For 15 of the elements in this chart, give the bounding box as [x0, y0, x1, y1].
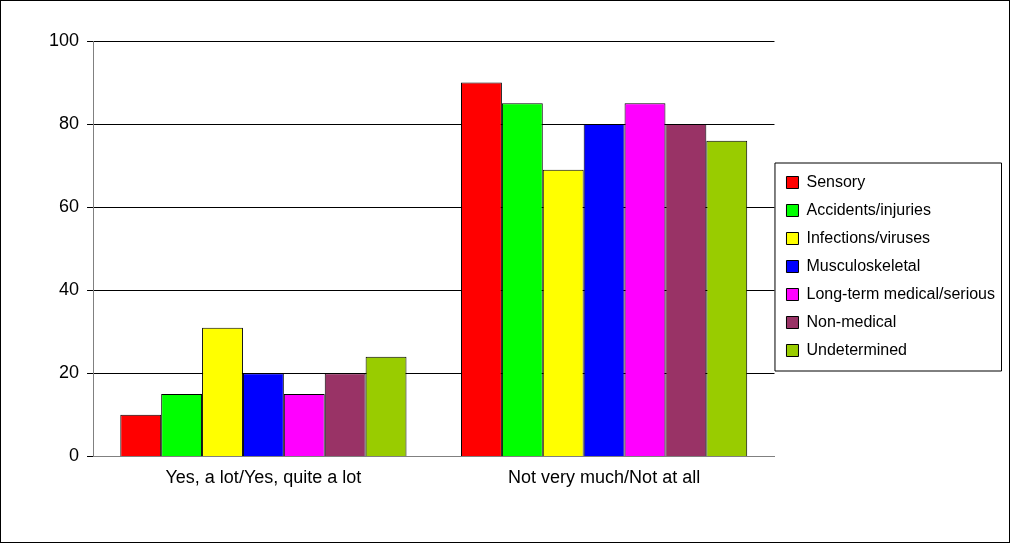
- legend-label: Long-term medical/serious: [806, 284, 996, 302]
- legend-label: Infections/viruses: [806, 228, 931, 246]
- x-tick-label: Not very much/Not at all: [508, 467, 701, 488]
- y-tick-label: 40: [59, 279, 80, 300]
- y-tick-label: 20: [59, 362, 80, 383]
- y-tick-label: 80: [59, 113, 80, 134]
- y-tick-label: 100: [48, 29, 80, 50]
- legend-label: Undetermined: [806, 340, 907, 358]
- legend-label: Non-medical: [806, 312, 897, 330]
- legend-label: Accidents/injuries: [806, 200, 931, 218]
- legend-label: Musculoskeletal: [806, 256, 921, 274]
- y-tick-label: 0: [69, 445, 80, 466]
- x-tick-label: Yes, a lot/Yes, quite a lot: [165, 467, 362, 488]
- y-tick-label: 60: [59, 196, 80, 217]
- legend-label: Sensory: [806, 172, 866, 190]
